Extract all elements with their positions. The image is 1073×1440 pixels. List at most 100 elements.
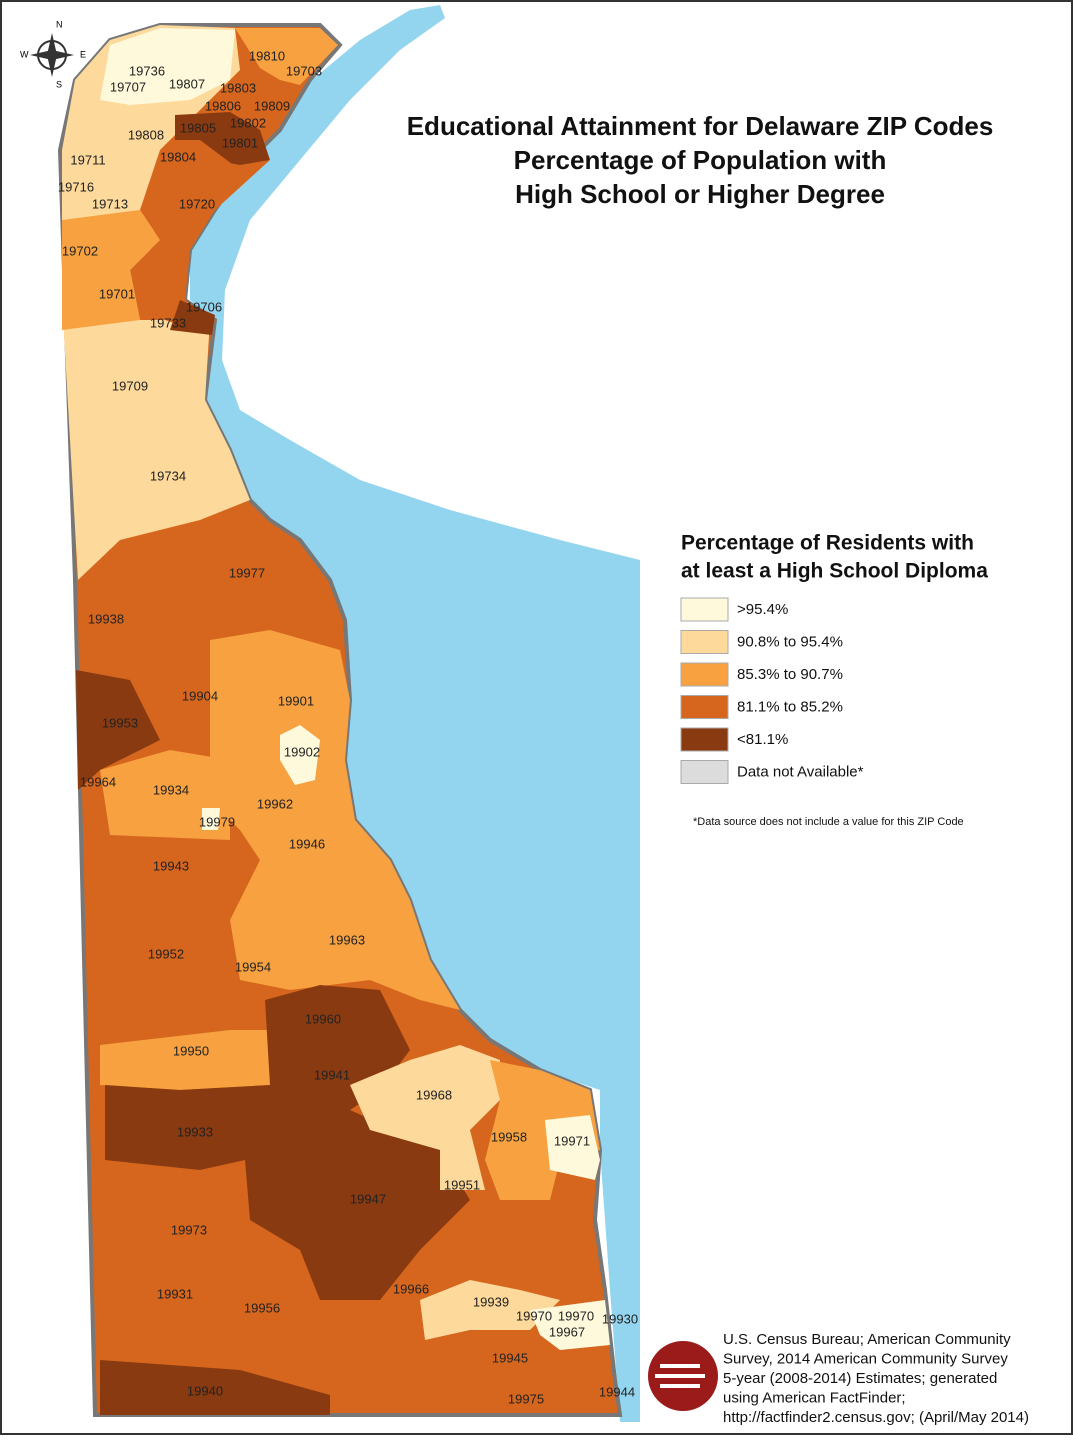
compass-label: W: [20, 49, 29, 59]
legend-label: >95.4%: [737, 601, 788, 618]
legend: >95.4% 90.8% to 95.4% 85.3% to 90.7% 81.1% …: [680, 597, 864, 784]
legend-swatch: [680, 727, 729, 752]
zip-label: 19946: [289, 836, 325, 851]
zip-label: 19802: [230, 115, 266, 130]
zip-label: 19702: [62, 243, 98, 258]
zip-label: 19938: [88, 611, 124, 626]
region: [420, 1280, 560, 1340]
region: [280, 725, 320, 785]
source-line: U.S. Census Bureau; American Community: [723, 1331, 1011, 1348]
zip-label: 19901: [278, 693, 314, 708]
region: [202, 808, 220, 830]
source-line: using American FactFinder;: [723, 1389, 906, 1406]
zip-label: 19706: [186, 299, 222, 314]
compass: N E S W: [20, 19, 86, 89]
legend-swatch: [680, 630, 729, 654]
zip-label: 19809: [254, 98, 290, 113]
region: [485, 1060, 600, 1200]
region: [100, 28, 235, 105]
zip-label: 19964: [80, 774, 116, 789]
region: [175, 112, 270, 170]
compass-label: N: [56, 19, 63, 29]
legend-note: *Data source does not include a value fo…: [693, 816, 964, 828]
zip-label: 19956: [244, 1300, 280, 1315]
zip-label: 19701: [99, 286, 135, 301]
compass-label: E: [80, 49, 86, 59]
source-line: 5-year (2008-2014) Estimates; generated: [723, 1370, 997, 1387]
zip-label: 19801: [222, 135, 258, 150]
zip-label: 19707: [110, 79, 146, 94]
census-logo: [648, 1341, 718, 1411]
title-line: Educational Attainment for Delaware ZIP …: [407, 111, 994, 141]
region: [530, 1300, 610, 1350]
zip-label: 19967: [549, 1324, 585, 1339]
legend-title: at least a High School Diploma: [681, 560, 988, 583]
zip-label: 19953: [102, 715, 138, 730]
legend-swatch: [680, 597, 729, 622]
legend-label: 85.3% to 90.7%: [737, 666, 843, 683]
title-line: Percentage of Population with: [514, 145, 887, 175]
zip-label: 19904: [182, 688, 218, 703]
zip-label: 19971: [554, 1133, 590, 1148]
zip-label: 19804: [160, 149, 196, 164]
zip-label: 19966: [393, 1281, 429, 1296]
region: [62, 210, 160, 330]
zip-label: 19933: [177, 1124, 213, 1139]
zip-label: 19713: [92, 196, 128, 211]
zip-label: 19958: [491, 1129, 527, 1144]
zip-label: 19952: [148, 946, 184, 961]
zip-label: 19968: [416, 1087, 452, 1102]
zip-label: 19716: [58, 179, 94, 194]
zip-label: 19940: [187, 1383, 223, 1398]
region: [100, 1360, 330, 1415]
zip-label: 19803: [220, 80, 256, 95]
zip-label: 19805: [180, 120, 216, 135]
region: [100, 750, 230, 840]
zip-label: 19709: [112, 378, 148, 393]
zip-label: 19945: [492, 1350, 528, 1365]
zip-label: 19979: [199, 814, 235, 829]
zip-label: 19931: [157, 1286, 193, 1301]
region: [150, 150, 270, 335]
zip-label: 19902: [284, 744, 320, 759]
zip-label: 19720: [179, 196, 215, 211]
zip-label: 19962: [257, 796, 293, 811]
zip-label: 19954: [235, 959, 271, 974]
title-line: High School or Higher Degree: [515, 179, 885, 209]
zip-label: 19711: [70, 152, 105, 167]
zip-label: 19951: [444, 1177, 480, 1192]
legend-label: 90.8% to 95.4%: [737, 633, 843, 650]
legend-label: Data not Available*: [737, 763, 864, 780]
legend-label: 81.1% to 85.2%: [737, 698, 843, 715]
zip-label: 19943: [153, 858, 189, 873]
region: [62, 25, 250, 580]
region: [235, 28, 338, 85]
zip-label: 19941: [314, 1067, 350, 1082]
zip-label: 19733: [150, 315, 186, 330]
zip-label: 19939: [473, 1294, 509, 1309]
zip-label: 19930: [602, 1311, 638, 1326]
region: [100, 1030, 280, 1090]
legend-title: Percentage of Residents with: [681, 532, 974, 555]
zip-label: 19960: [305, 1011, 341, 1026]
legend-swatch: [680, 662, 729, 687]
region: [210, 630, 460, 1010]
region: [76, 670, 160, 790]
zip-label: 19944: [599, 1384, 635, 1399]
zip-label: 19947: [350, 1191, 386, 1206]
water: [190, 5, 640, 1422]
legend-label: <81.1%: [737, 731, 788, 748]
zip-label: 19810: [249, 48, 285, 63]
zip-label: 19963: [329, 932, 365, 947]
region: [105, 985, 470, 1300]
zip-label: 19703: [286, 63, 322, 78]
zip-label: 19970: [558, 1308, 594, 1323]
legend-swatch: [680, 760, 729, 784]
region: [350, 1045, 500, 1190]
source-text: U.S. Census Bureau; American Community Su…: [723, 1331, 1029, 1426]
zip-label: 19950: [173, 1043, 209, 1058]
legend-swatch: [680, 695, 729, 719]
